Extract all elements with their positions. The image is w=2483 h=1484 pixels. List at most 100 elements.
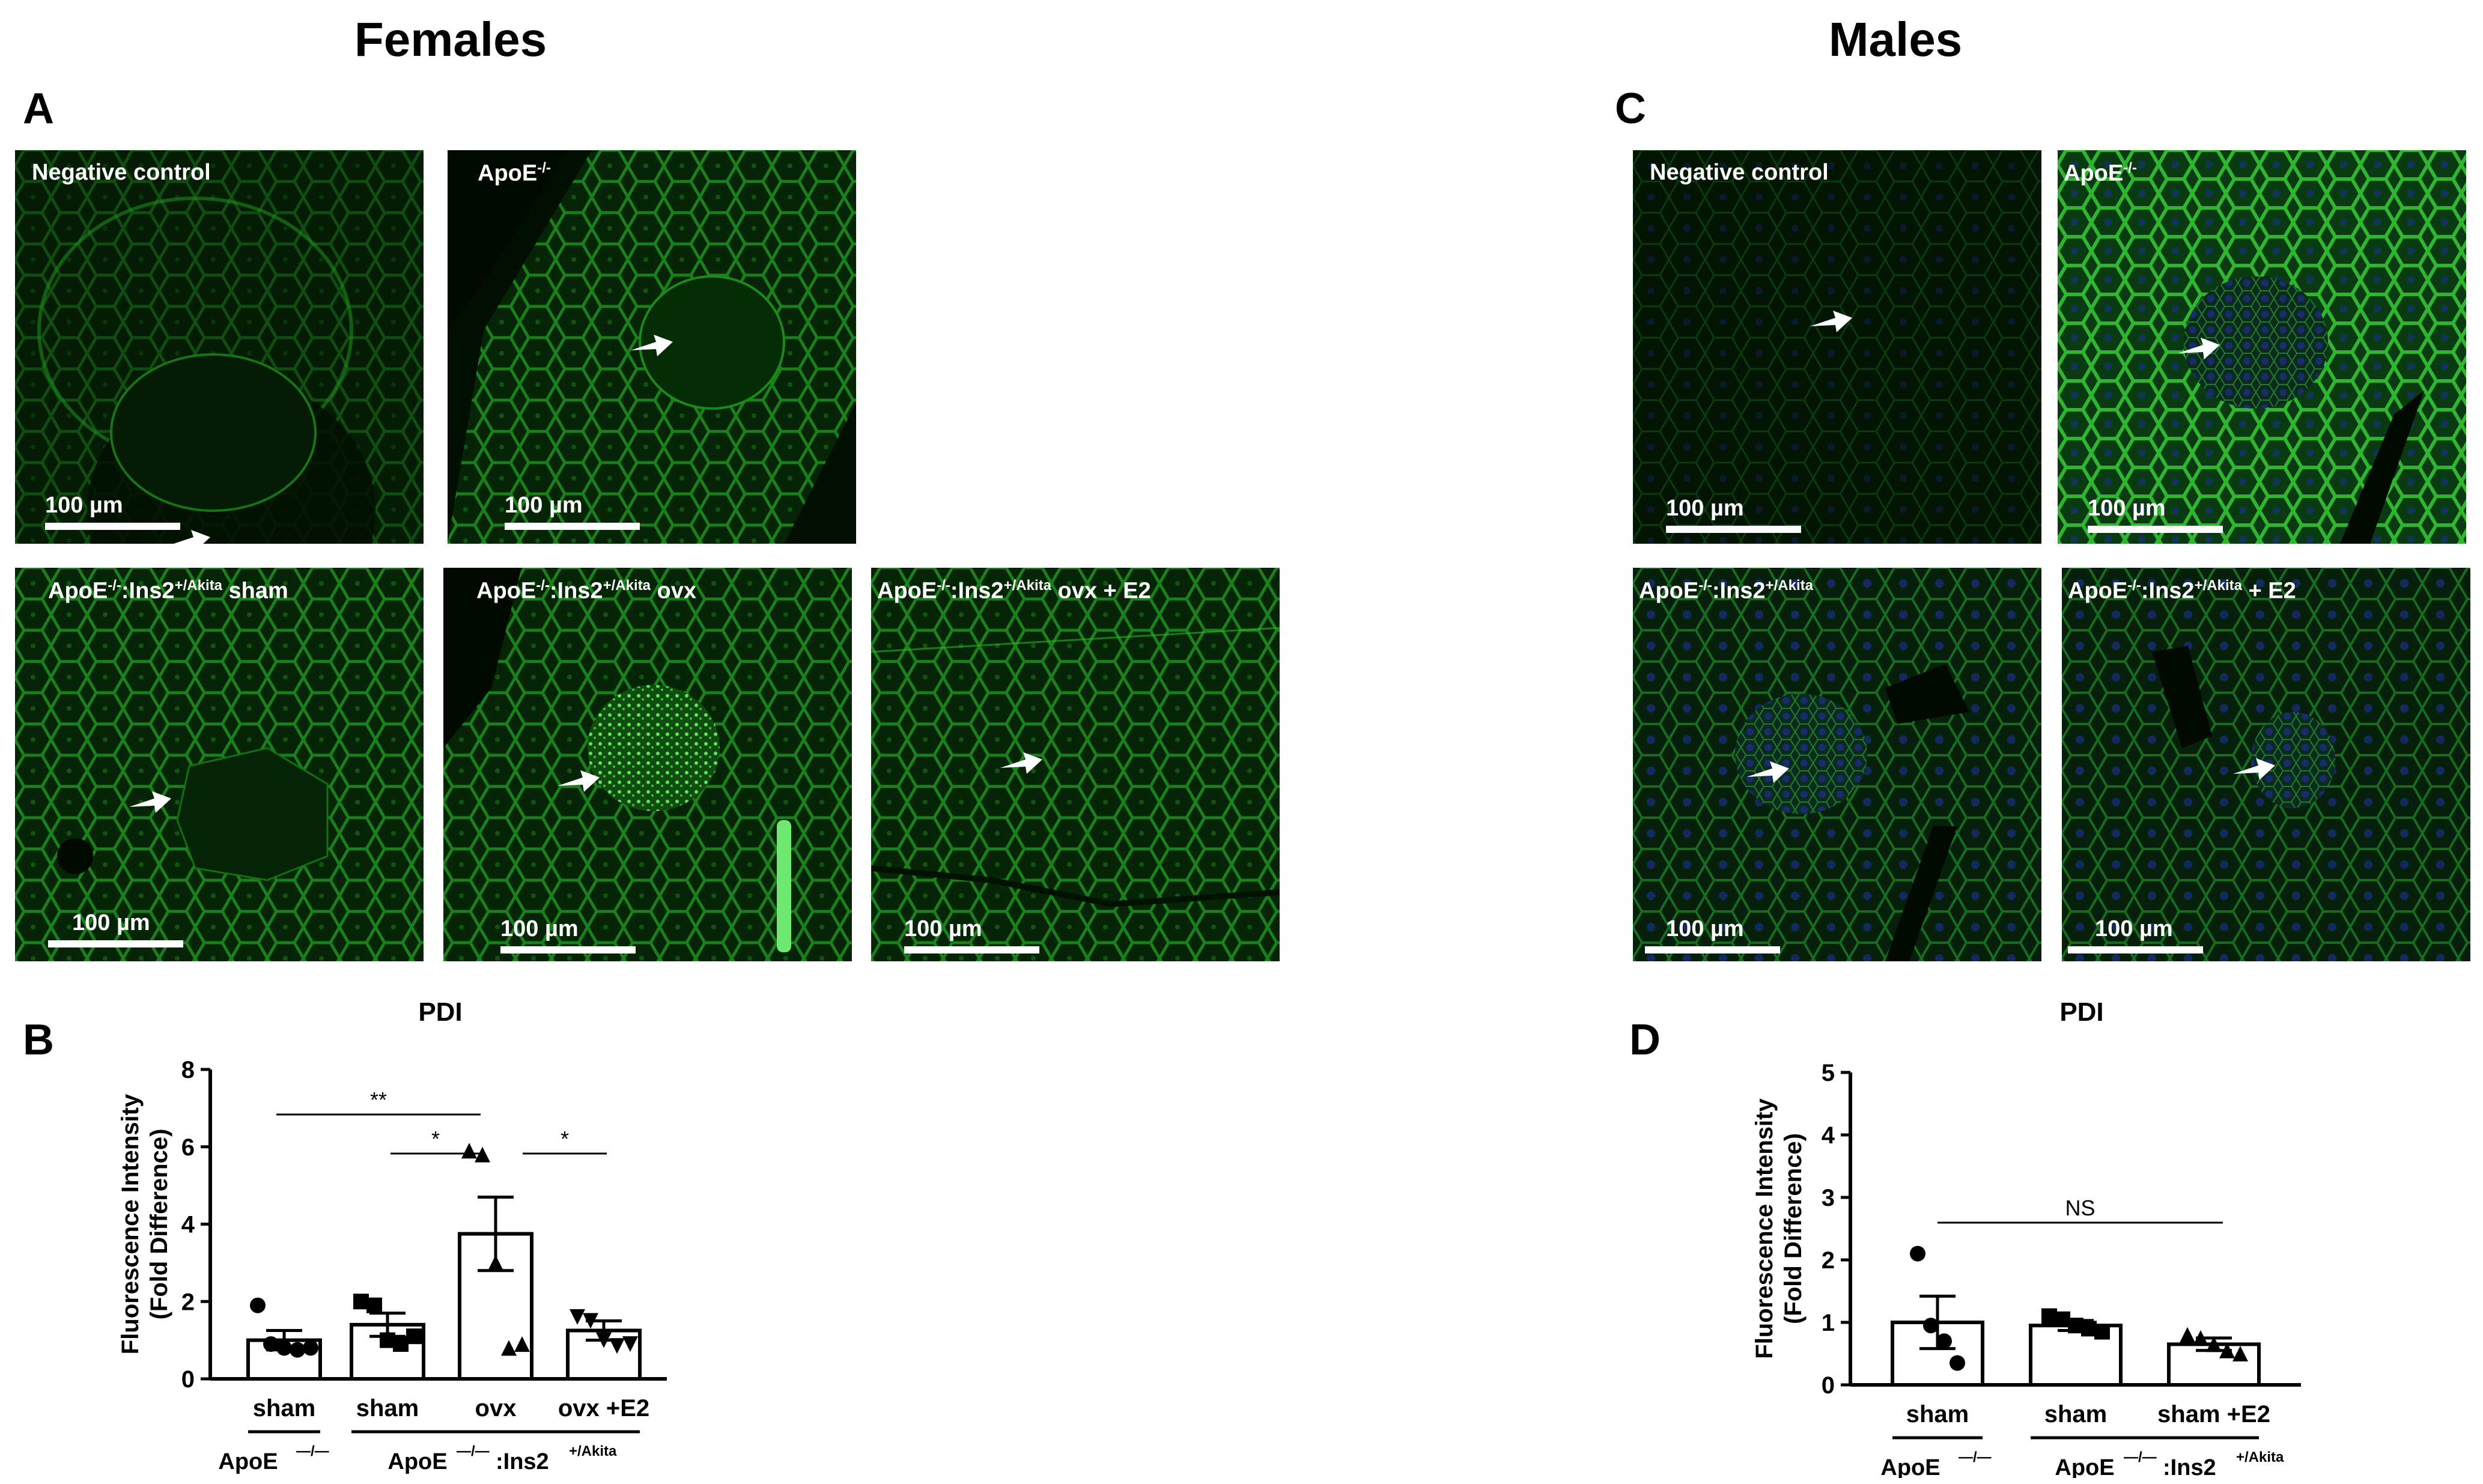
- data-point: [2219, 1342, 2235, 1358]
- panel-letter-a: A: [23, 85, 54, 133]
- group-label-sup: —/—: [296, 1443, 329, 1459]
- data-point: [2193, 1330, 2208, 1346]
- scale-bar-label: 100 µm: [45, 493, 123, 518]
- scale-bar-label: 100 µm: [1666, 496, 1744, 521]
- arrow-icon: [1810, 311, 1852, 332]
- data-point: [570, 1309, 585, 1325]
- chart-d-title: PDI: [2059, 997, 2104, 1027]
- data-point: [2041, 1308, 2057, 1324]
- scale-bar-label: 100 µm: [505, 493, 583, 518]
- data-point: [475, 1146, 490, 1163]
- micrograph-female-akita-sham: ApoE-/-:Ins2+/Akita sham 100 µm: [15, 568, 424, 961]
- females-title: Females: [354, 13, 547, 66]
- x-tick-label: ovx +E2: [558, 1395, 649, 1422]
- arrow-icon: [129, 791, 171, 813]
- scale-bar: [2088, 526, 2223, 533]
- arrow-icon: [631, 335, 673, 356]
- data-point: [1936, 1333, 1952, 1349]
- data-point: [501, 1340, 517, 1356]
- data-point: [1923, 1318, 1939, 1334]
- x-tick-label: sham +E2: [2157, 1401, 2270, 1428]
- y-axis-label: (Fold Difference): [146, 1129, 172, 1320]
- group-label-sup: —/—: [2124, 1449, 2157, 1465]
- y-tick-label: 2: [181, 1289, 195, 1315]
- group-label: ApoE: [218, 1449, 278, 1474]
- data-point: [1910, 1245, 1925, 1262]
- y-axis-label: Fluorescence Intensity: [1751, 1098, 1778, 1359]
- micrograph-female-akita-ovx-e2: ApoE-/-:Ins2+/Akita ovx + E2 100 µm: [871, 568, 1280, 961]
- data-point: [2094, 1324, 2110, 1340]
- y-tick-label: 0: [1822, 1372, 1835, 1399]
- scale-bar: [45, 523, 180, 530]
- y-axis-label: (Fold Difference): [1780, 1133, 1807, 1324]
- data-point: [2206, 1336, 2222, 1352]
- group-label: ApoE: [1880, 1455, 1940, 1478]
- y-axis-label: Fluorescence Intensity: [117, 1093, 144, 1354]
- data-point: [406, 1328, 422, 1345]
- y-tick-label: 5: [1822, 1060, 1835, 1086]
- x-tick-label: sham: [1906, 1401, 1969, 1428]
- data-point: [488, 1254, 503, 1271]
- group-label: :Ins2: [2163, 1455, 2216, 1478]
- data-point: [366, 1297, 382, 1313]
- scale-bar-label: 100 µm: [500, 916, 579, 941]
- y-tick-label: 4: [1822, 1122, 1835, 1149]
- panel-letter-d: D: [1629, 1016, 1661, 1064]
- x-tick-label: ovx: [475, 1395, 517, 1422]
- scale-bar-label: 100 µm: [1666, 916, 1744, 941]
- data-point: [583, 1313, 598, 1329]
- scale-bar-label: 100 µm: [2088, 496, 2166, 521]
- arrow-icon: [1000, 752, 1042, 774]
- group-label-sup: —/—: [1959, 1449, 1992, 1465]
- panel-letter-b: B: [23, 1016, 54, 1064]
- data-point: [353, 1294, 369, 1310]
- scale-bar: [48, 940, 183, 947]
- micrograph-male-negative-control: Negative control 100 µm: [1633, 150, 2041, 544]
- significance-label: *: [561, 1127, 569, 1151]
- y-tick-label: 1: [1822, 1310, 1835, 1336]
- significance-label: NS: [2065, 1196, 2095, 1220]
- scale-bar: [2068, 946, 2203, 953]
- arrow-icon: [174, 530, 210, 544]
- chart-b-title: PDI: [418, 997, 463, 1027]
- males-title: Males: [1828, 13, 1963, 66]
- data-point: [609, 1338, 625, 1354]
- x-tick-label: sham: [253, 1395, 316, 1422]
- data-point: [1950, 1355, 1965, 1371]
- scale-bar: [1645, 946, 1780, 953]
- scale-bar: [1666, 526, 1801, 533]
- arrow-icon: [2178, 338, 2220, 359]
- data-point: [263, 1336, 279, 1352]
- data-point: [2068, 1318, 2083, 1334]
- group-label-sup: —/—: [457, 1443, 490, 1459]
- micrograph-label: Negative control: [32, 160, 211, 185]
- arrow-icon: [1747, 761, 1789, 783]
- data-point: [2232, 1346, 2248, 1361]
- data-point: [393, 1336, 409, 1352]
- micrograph-female-akita-ovx: ApoE-/-:Ins2+/Akita ovx 100 µm: [443, 568, 852, 961]
- chart-d: 0 1 2 3 4 5 Fluorescence Intensity (Fold Differ…: [1751, 1060, 2301, 1478]
- data-point: [2180, 1327, 2195, 1343]
- group-label-sup: +/Akita: [569, 1443, 617, 1459]
- data-point: [290, 1342, 305, 1358]
- chart-b: 0 2 4 6 8 Fluorescence Intensity (Fold Differe…: [117, 1057, 667, 1474]
- group-label-sup: +/Akita: [2236, 1449, 2284, 1465]
- scale-bar-label: 100 µm: [2095, 916, 2173, 941]
- panel-letter-c: C: [1615, 85, 1646, 133]
- micrograph-female-apoe: ApoE-/- 100 µm: [448, 150, 856, 544]
- data-point: [2081, 1321, 2097, 1337]
- significance-label: **: [370, 1087, 387, 1112]
- y-tick-label: 3: [1822, 1185, 1835, 1211]
- y-tick-label: 2: [1822, 1247, 1835, 1274]
- group-label: ApoE: [2055, 1455, 2114, 1478]
- arrow-icon: [558, 770, 600, 792]
- x-tick-label: sham: [356, 1395, 419, 1422]
- micrograph-male-akita: ApoE-/-:Ins2+/Akita 100 µm: [1633, 568, 2041, 961]
- y-tick-label: 0: [181, 1366, 195, 1393]
- arrow-icon: [2233, 758, 2275, 780]
- group-label: ApoE: [387, 1449, 447, 1474]
- scale-bar-label: 100 µm: [904, 916, 982, 941]
- scale-bar: [505, 523, 640, 530]
- data-point: [2055, 1311, 2070, 1327]
- scale-bar-label: 100 µm: [72, 910, 150, 935]
